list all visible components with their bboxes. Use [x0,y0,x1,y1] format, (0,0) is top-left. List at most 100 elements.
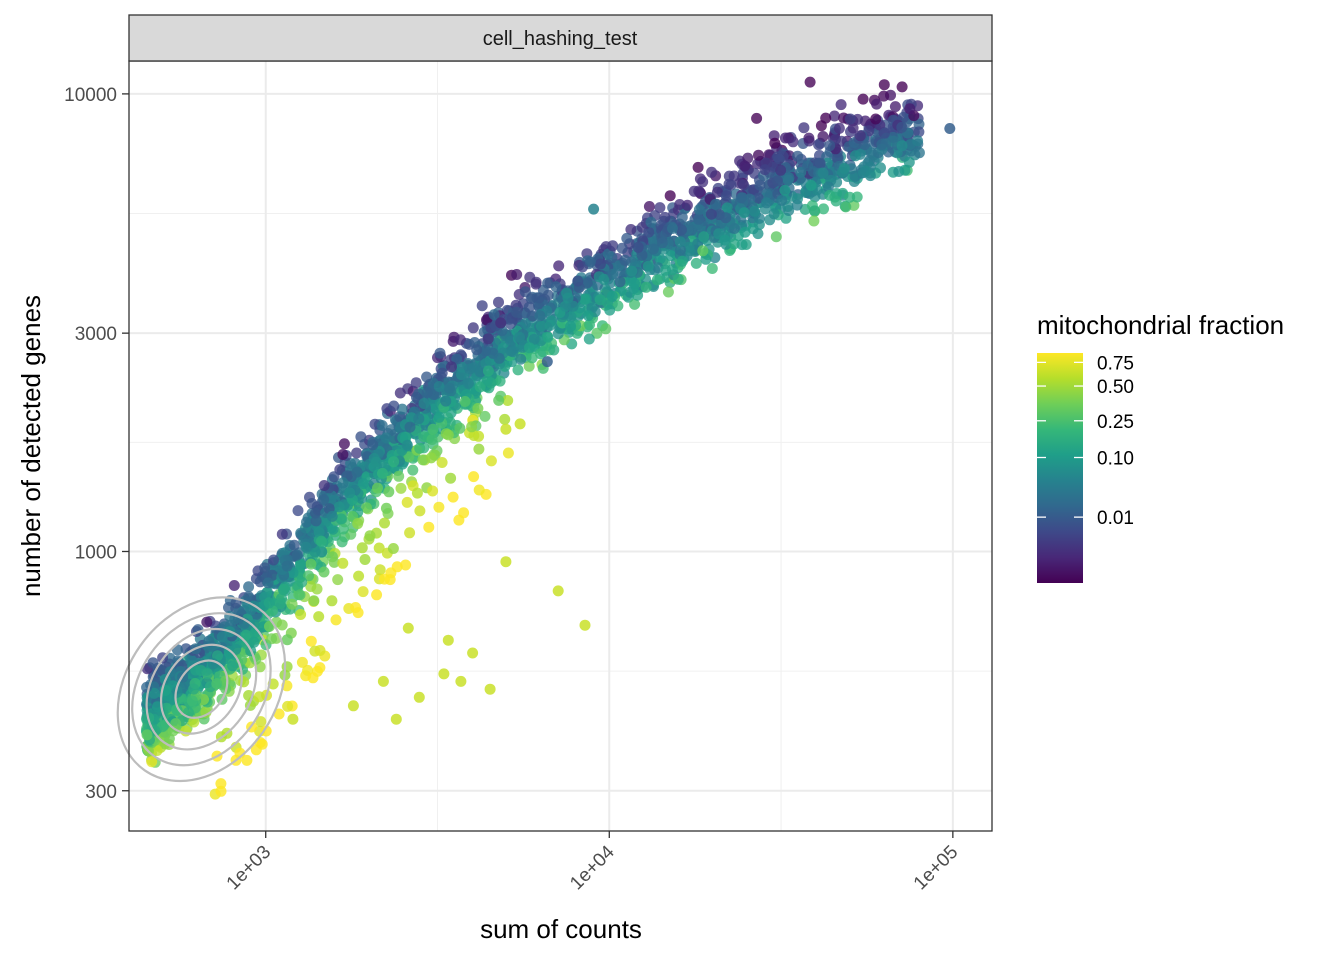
data-point [446,361,457,373]
data-point [351,447,363,459]
data-point [602,248,614,260]
data-point [396,403,408,415]
data-point [254,737,266,748]
data-point [798,122,810,134]
data-point [738,207,750,219]
legend-label: 0.75 [1097,353,1134,374]
data-point [769,137,781,149]
outlier-point [944,123,956,134]
data-point [565,320,577,332]
data-point [676,224,687,236]
data-point [584,319,595,331]
data-point [306,498,318,509]
data-point [300,541,312,553]
data-point [380,432,392,444]
outlier-point [588,203,600,215]
data-point [896,81,908,93]
data-point [614,276,626,288]
data-point [361,502,372,514]
data-point [333,501,345,513]
data-point [693,213,705,225]
data-point [344,487,356,499]
data-point [314,645,326,656]
legend-label: 0.50 [1097,377,1134,398]
data-point [454,422,466,434]
data-point [268,554,280,566]
outlier-point [484,683,496,695]
data-point [626,265,638,277]
facet-strip-label: cell_hashing_test [483,28,638,50]
data-point [442,429,454,441]
data-point [645,216,657,228]
data-point [276,619,288,631]
data-point [648,235,659,247]
data-point [310,515,322,527]
data-point [281,661,293,673]
data-point [445,472,457,484]
data-point [913,118,925,130]
data-point [295,527,307,539]
data-point [739,226,751,238]
data-point [377,467,388,479]
data-point [753,149,764,161]
data-point [817,167,829,179]
data-point [528,333,540,345]
data-point [260,725,272,737]
data-point [266,633,278,645]
data-point [495,317,507,329]
data-point [433,381,445,392]
data-point [485,455,497,467]
data-point [582,310,594,322]
data-point [779,132,791,144]
data-point [276,528,288,540]
data-point [494,375,506,387]
data-point [572,275,584,287]
data-point [818,203,829,215]
y-tick-label: 300 [85,782,117,803]
outlier-point [467,647,479,659]
data-point [507,346,519,358]
data-point [505,318,516,330]
data-point [542,277,554,289]
data-point [628,277,640,289]
data-point [455,369,467,381]
data-point [594,294,606,306]
data-point [822,181,834,193]
density-contours [116,596,287,783]
data-point [379,573,390,585]
data-point [411,487,423,499]
data-point [453,514,465,526]
data-point [530,278,542,290]
data-point [413,413,425,425]
data-point [776,194,788,206]
data-point [292,505,304,517]
data-point [824,140,836,152]
data-point [692,161,704,173]
data-point [379,517,390,529]
data-point [706,263,718,274]
data-point [281,634,293,646]
data-point [664,190,676,202]
data-point [761,197,772,209]
data-point [357,586,369,598]
data-point [372,482,383,494]
data-point [291,549,303,561]
data-point [804,76,816,88]
data-point [148,687,160,699]
data-point [896,140,908,152]
density-contour [159,643,243,735]
data-point [654,202,666,214]
data-point [433,411,445,423]
data-point [156,664,168,676]
data-point [403,451,415,463]
data-point [749,205,761,217]
legend-title: mitochondrial fraction [1037,310,1284,340]
data-point [791,199,803,211]
data-point [526,352,538,364]
data-point [434,347,446,359]
data-point [514,331,526,343]
data-point [393,470,405,482]
outlier-point [541,356,553,368]
data-point [665,250,677,262]
data-point [188,683,200,695]
